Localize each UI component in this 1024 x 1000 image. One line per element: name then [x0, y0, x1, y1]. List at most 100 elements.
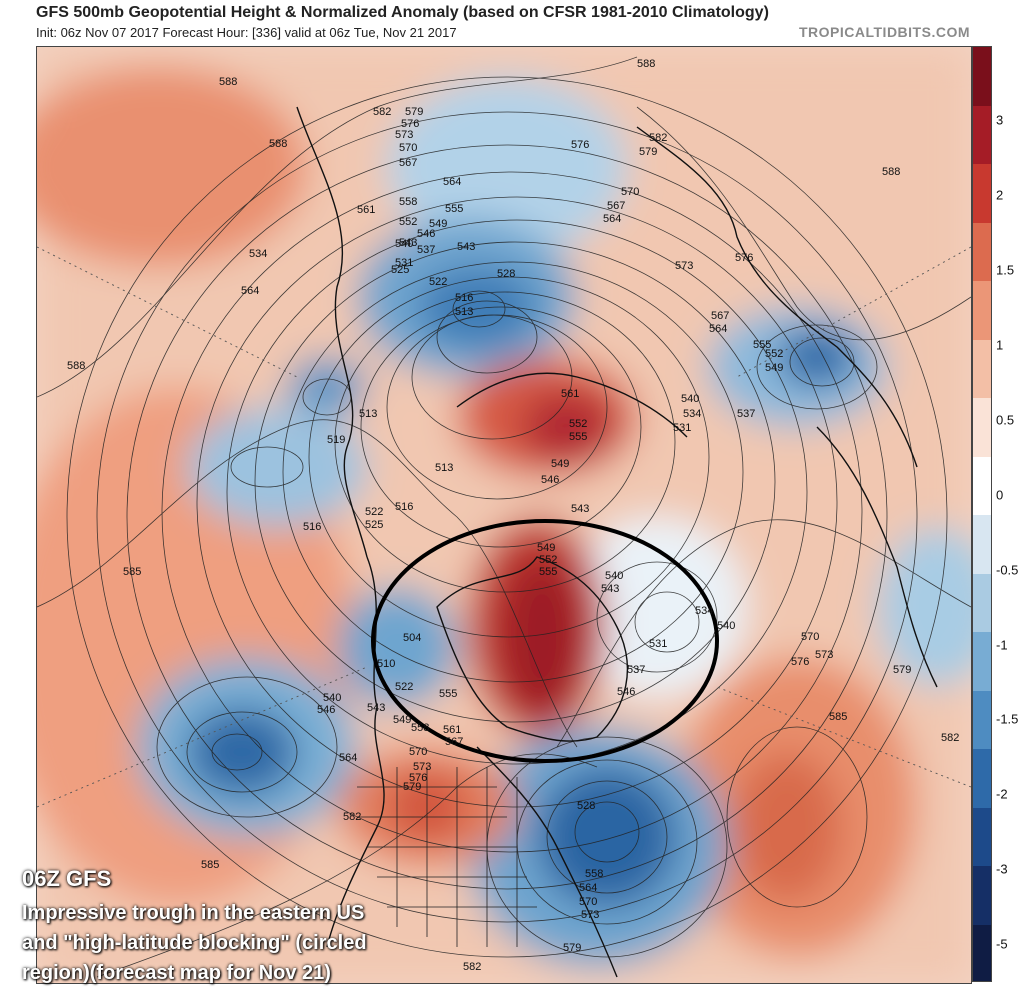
- colorbar-label: -0.5: [996, 562, 1019, 578]
- contour-label: 567: [445, 736, 463, 748]
- graticule: [37, 246, 971, 808]
- contour-label: 570: [801, 631, 819, 643]
- contour-label: 564: [709, 323, 727, 335]
- contour-label: 537: [627, 664, 645, 676]
- contour-label: 534: [695, 605, 713, 617]
- blocking-circle: [371, 519, 719, 763]
- colorbar-label: 3: [996, 112, 1004, 128]
- contour-label: 567: [607, 200, 625, 212]
- contour-label: 543: [367, 702, 385, 714]
- colorbar-segment: [973, 515, 991, 574]
- anomaly-field: [37, 47, 971, 983]
- colorbar-segment: [973, 164, 991, 223]
- contour-label: 528: [577, 800, 595, 812]
- contour-label: 582: [941, 732, 959, 744]
- contour-label: 558: [585, 868, 603, 880]
- colorbar-label: 0: [996, 487, 1004, 503]
- colorbar-segment: [973, 339, 991, 398]
- state-borders: [357, 767, 537, 947]
- contour-label: 576: [735, 252, 753, 264]
- contour-label: 564: [241, 285, 259, 297]
- contour-label: 549: [765, 362, 783, 374]
- contour-label: 579: [403, 781, 421, 793]
- map-subtitle: Init: 06z Nov 07 2017 Forecast Hour: [33…: [36, 25, 457, 40]
- contour-label: 582: [373, 106, 391, 118]
- contour-label: 537: [417, 244, 435, 256]
- colorbar-label: 1: [996, 337, 1004, 353]
- contour-label: 564: [339, 752, 357, 764]
- colorbar-label: 0.5: [996, 412, 1015, 428]
- contour-label: 513: [455, 306, 473, 318]
- contour-label: 525: [365, 519, 383, 531]
- contour-label: 582: [649, 132, 667, 144]
- map-title: GFS 500mb Geopotential Height & Normaliz…: [36, 4, 769, 21]
- colorbar-label: -2: [996, 786, 1008, 802]
- contour-label: 525: [391, 264, 409, 276]
- contour-label: 516: [395, 501, 413, 513]
- contour-label: 546: [541, 474, 559, 486]
- contour-label: 549: [537, 542, 555, 554]
- contour-label: 588: [219, 76, 237, 88]
- colorbar-segment: [973, 866, 991, 925]
- source-credit: TROPICALTIDBITS.COM: [798, 24, 970, 40]
- contour-label: 549: [429, 218, 447, 230]
- contour-label: 504: [403, 632, 421, 644]
- colorbar-label: -3: [996, 861, 1008, 877]
- contour-label: 528: [497, 268, 515, 280]
- contour-label: 522: [365, 506, 383, 518]
- contour-label: 540: [395, 238, 413, 250]
- contour-label: 576: [571, 139, 589, 151]
- colorbar-segment: [973, 749, 991, 808]
- contour-label: 540: [605, 570, 623, 582]
- contour-label: 576: [791, 656, 809, 668]
- colorbar-segment: [973, 807, 991, 866]
- annotation-line: region)(forecast map for Nov 21): [22, 962, 331, 984]
- contour-label: 558: [399, 196, 417, 208]
- contour-label: 531: [673, 422, 691, 434]
- contour-label: 534: [683, 408, 701, 420]
- contour-label: 570: [579, 896, 597, 908]
- colorbar-segment: [973, 281, 991, 340]
- model-tag: 06Z GFS: [22, 866, 112, 891]
- contour-label: 567: [399, 157, 417, 169]
- contour-label: 561: [357, 204, 375, 216]
- contour-label: 564: [603, 213, 621, 225]
- contour-label: 543: [571, 503, 589, 515]
- contour-label: 567: [711, 310, 729, 322]
- contour-label: 582: [463, 961, 481, 973]
- contour-label: 561: [443, 724, 461, 736]
- contour-label: 576: [401, 118, 419, 130]
- contour-label: 549: [393, 714, 411, 726]
- map-canvas: 588 588 588 588 588 582 582 582 582 582 …: [37, 47, 971, 983]
- colorbar-label: 2: [996, 187, 1004, 203]
- contour-label: 537: [737, 408, 755, 420]
- contour-label: 543: [399, 237, 417, 249]
- anomaly-colorbar: [972, 46, 992, 982]
- contour-label: 558: [411, 722, 429, 734]
- contour-label: 534: [249, 248, 267, 260]
- colorbar-label: -1: [996, 637, 1008, 653]
- contour-label: 540: [323, 692, 341, 704]
- contour-label: 564: [443, 176, 461, 188]
- contour-label: 552: [539, 554, 557, 566]
- colorbar-segment: [973, 632, 991, 691]
- contour-label: 552: [765, 348, 783, 360]
- contour-label: 549: [551, 458, 569, 470]
- contour-label: 573: [395, 129, 413, 141]
- contour-label: 555: [753, 339, 771, 351]
- contour-label: 570: [399, 142, 417, 154]
- contour-label-layer: 588 588 588 588 588 582 582 582 582 582 …: [67, 58, 959, 973]
- contour-label: 573: [815, 649, 833, 661]
- contour-label: 573: [675, 260, 693, 272]
- contour-label: 516: [303, 521, 321, 533]
- colorbar-label: 1.5: [996, 262, 1015, 278]
- contour-label: 564: [579, 882, 597, 894]
- contour-label: 546: [617, 686, 635, 698]
- contour-label: 552: [569, 418, 587, 430]
- colorbar-label: -1.5: [996, 711, 1019, 727]
- contour-label: 588: [882, 166, 900, 178]
- contour-label: 543: [457, 241, 475, 253]
- annotation-line: Impressive trough in the eastern US: [22, 902, 365, 924]
- contour-label: 588: [637, 58, 655, 70]
- contour-label: 573: [413, 761, 431, 773]
